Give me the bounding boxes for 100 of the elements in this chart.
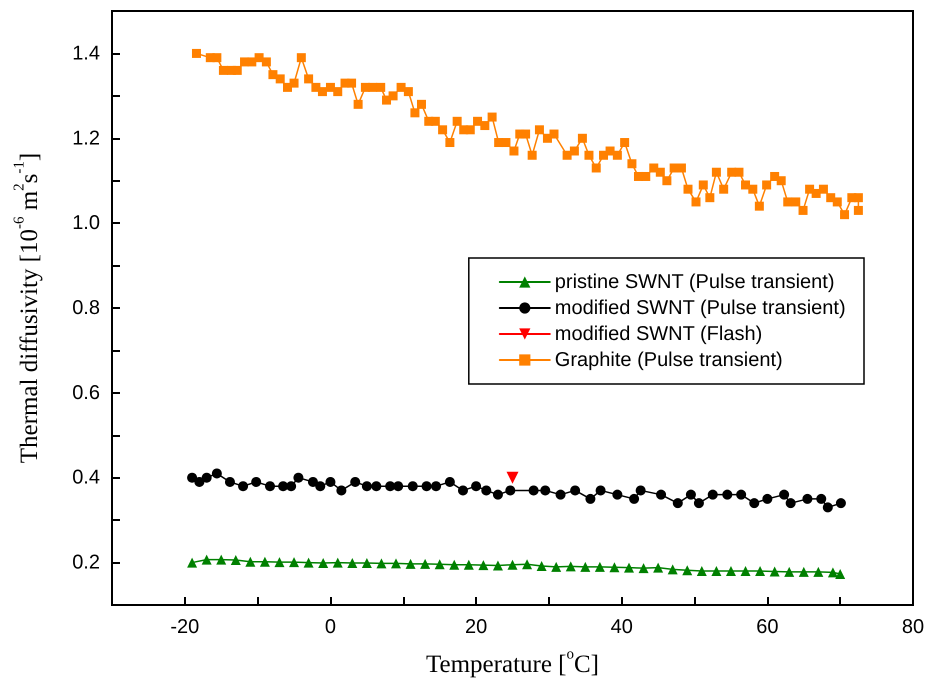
point: [478, 560, 488, 570]
point: [224, 476, 235, 487]
point: [784, 566, 794, 577]
point: [596, 485, 606, 496]
point: [672, 498, 683, 508]
point: [802, 494, 812, 504]
point: [376, 558, 386, 568]
point: [508, 560, 518, 570]
point: [835, 569, 846, 580]
point: [350, 476, 360, 487]
point: [251, 476, 262, 487]
point: [770, 566, 780, 576]
point: [420, 558, 430, 569]
point: [594, 562, 605, 572]
point: [836, 498, 846, 508]
legend-label: modified SWNT (Pulse transient): [554, 297, 846, 319]
point: [371, 481, 382, 492]
point: [624, 562, 634, 573]
point: [212, 468, 222, 478]
y-tick-label: 0.2: [72, 552, 100, 574]
point: [408, 481, 418, 492]
point: [609, 562, 620, 572]
point: [682, 565, 692, 576]
point: [393, 481, 404, 492]
y-axis-title: Thermal diffusivity [10-6 m2s-1]: [12, 152, 43, 464]
point: [828, 567, 838, 578]
point: [194, 476, 204, 487]
point: [422, 481, 432, 492]
point: [434, 559, 445, 570]
x-tick-label: 0: [324, 616, 336, 638]
point: [187, 472, 198, 483]
point: [755, 566, 766, 576]
point: [286, 481, 296, 492]
point: [458, 485, 468, 496]
y-tick-label: 1.0: [72, 212, 100, 234]
point: [636, 485, 646, 496]
point: [566, 561, 576, 572]
point: [308, 476, 318, 487]
point: [686, 490, 696, 500]
point: [362, 481, 372, 492]
point: [556, 490, 566, 500]
point: [822, 502, 833, 512]
legend-label: Graphite (Pulse transient): [554, 349, 783, 371]
point: [481, 485, 492, 496]
point: [318, 558, 328, 568]
point: [580, 562, 590, 572]
point: [325, 476, 336, 487]
point: [816, 494, 826, 504]
point: [762, 494, 772, 504]
point: [653, 562, 664, 573]
y-tick-label: 0.8: [72, 297, 100, 319]
point: [304, 558, 314, 568]
point: [332, 558, 343, 568]
point: [570, 485, 580, 496]
point: [202, 472, 212, 483]
point: [551, 562, 562, 572]
y-tick-label: 0.4: [72, 466, 100, 489]
x-tick-label: -20: [170, 616, 200, 638]
y-tick-label: 0.6: [72, 382, 100, 404]
x-tick-label: 20: [464, 616, 488, 638]
point: [202, 554, 212, 565]
point: [722, 490, 732, 500]
point: [749, 498, 760, 508]
point: [347, 558, 358, 568]
point: [638, 563, 649, 574]
point: [238, 481, 248, 492]
point: [711, 566, 722, 576]
point: [265, 481, 276, 492]
point: [505, 485, 516, 496]
point: [656, 490, 666, 500]
point: [444, 476, 455, 487]
point: [406, 558, 416, 569]
point: [245, 556, 256, 567]
point: [668, 564, 678, 574]
point: [779, 490, 790, 500]
point: [612, 490, 622, 500]
x-tick-label: 60: [756, 616, 778, 638]
point: [726, 566, 736, 576]
point: [336, 485, 346, 496]
point: [230, 555, 241, 566]
y-tick-label: 1.2: [72, 127, 100, 150]
point: [736, 490, 746, 500]
point: [540, 485, 550, 496]
point: [390, 558, 401, 568]
point: [786, 498, 796, 508]
point: [708, 490, 718, 500]
point: [431, 481, 442, 492]
point: [293, 472, 304, 483]
point: [315, 481, 326, 492]
point: [187, 558, 198, 568]
point: [449, 560, 460, 570]
point: [629, 494, 640, 504]
point: [506, 472, 518, 484]
point: [696, 566, 707, 576]
point: [492, 490, 503, 500]
point: [260, 556, 270, 567]
point: [471, 481, 482, 492]
legend-label: modified SWNT (Flash): [554, 323, 762, 345]
point: [464, 560, 474, 570]
point: [536, 560, 547, 571]
